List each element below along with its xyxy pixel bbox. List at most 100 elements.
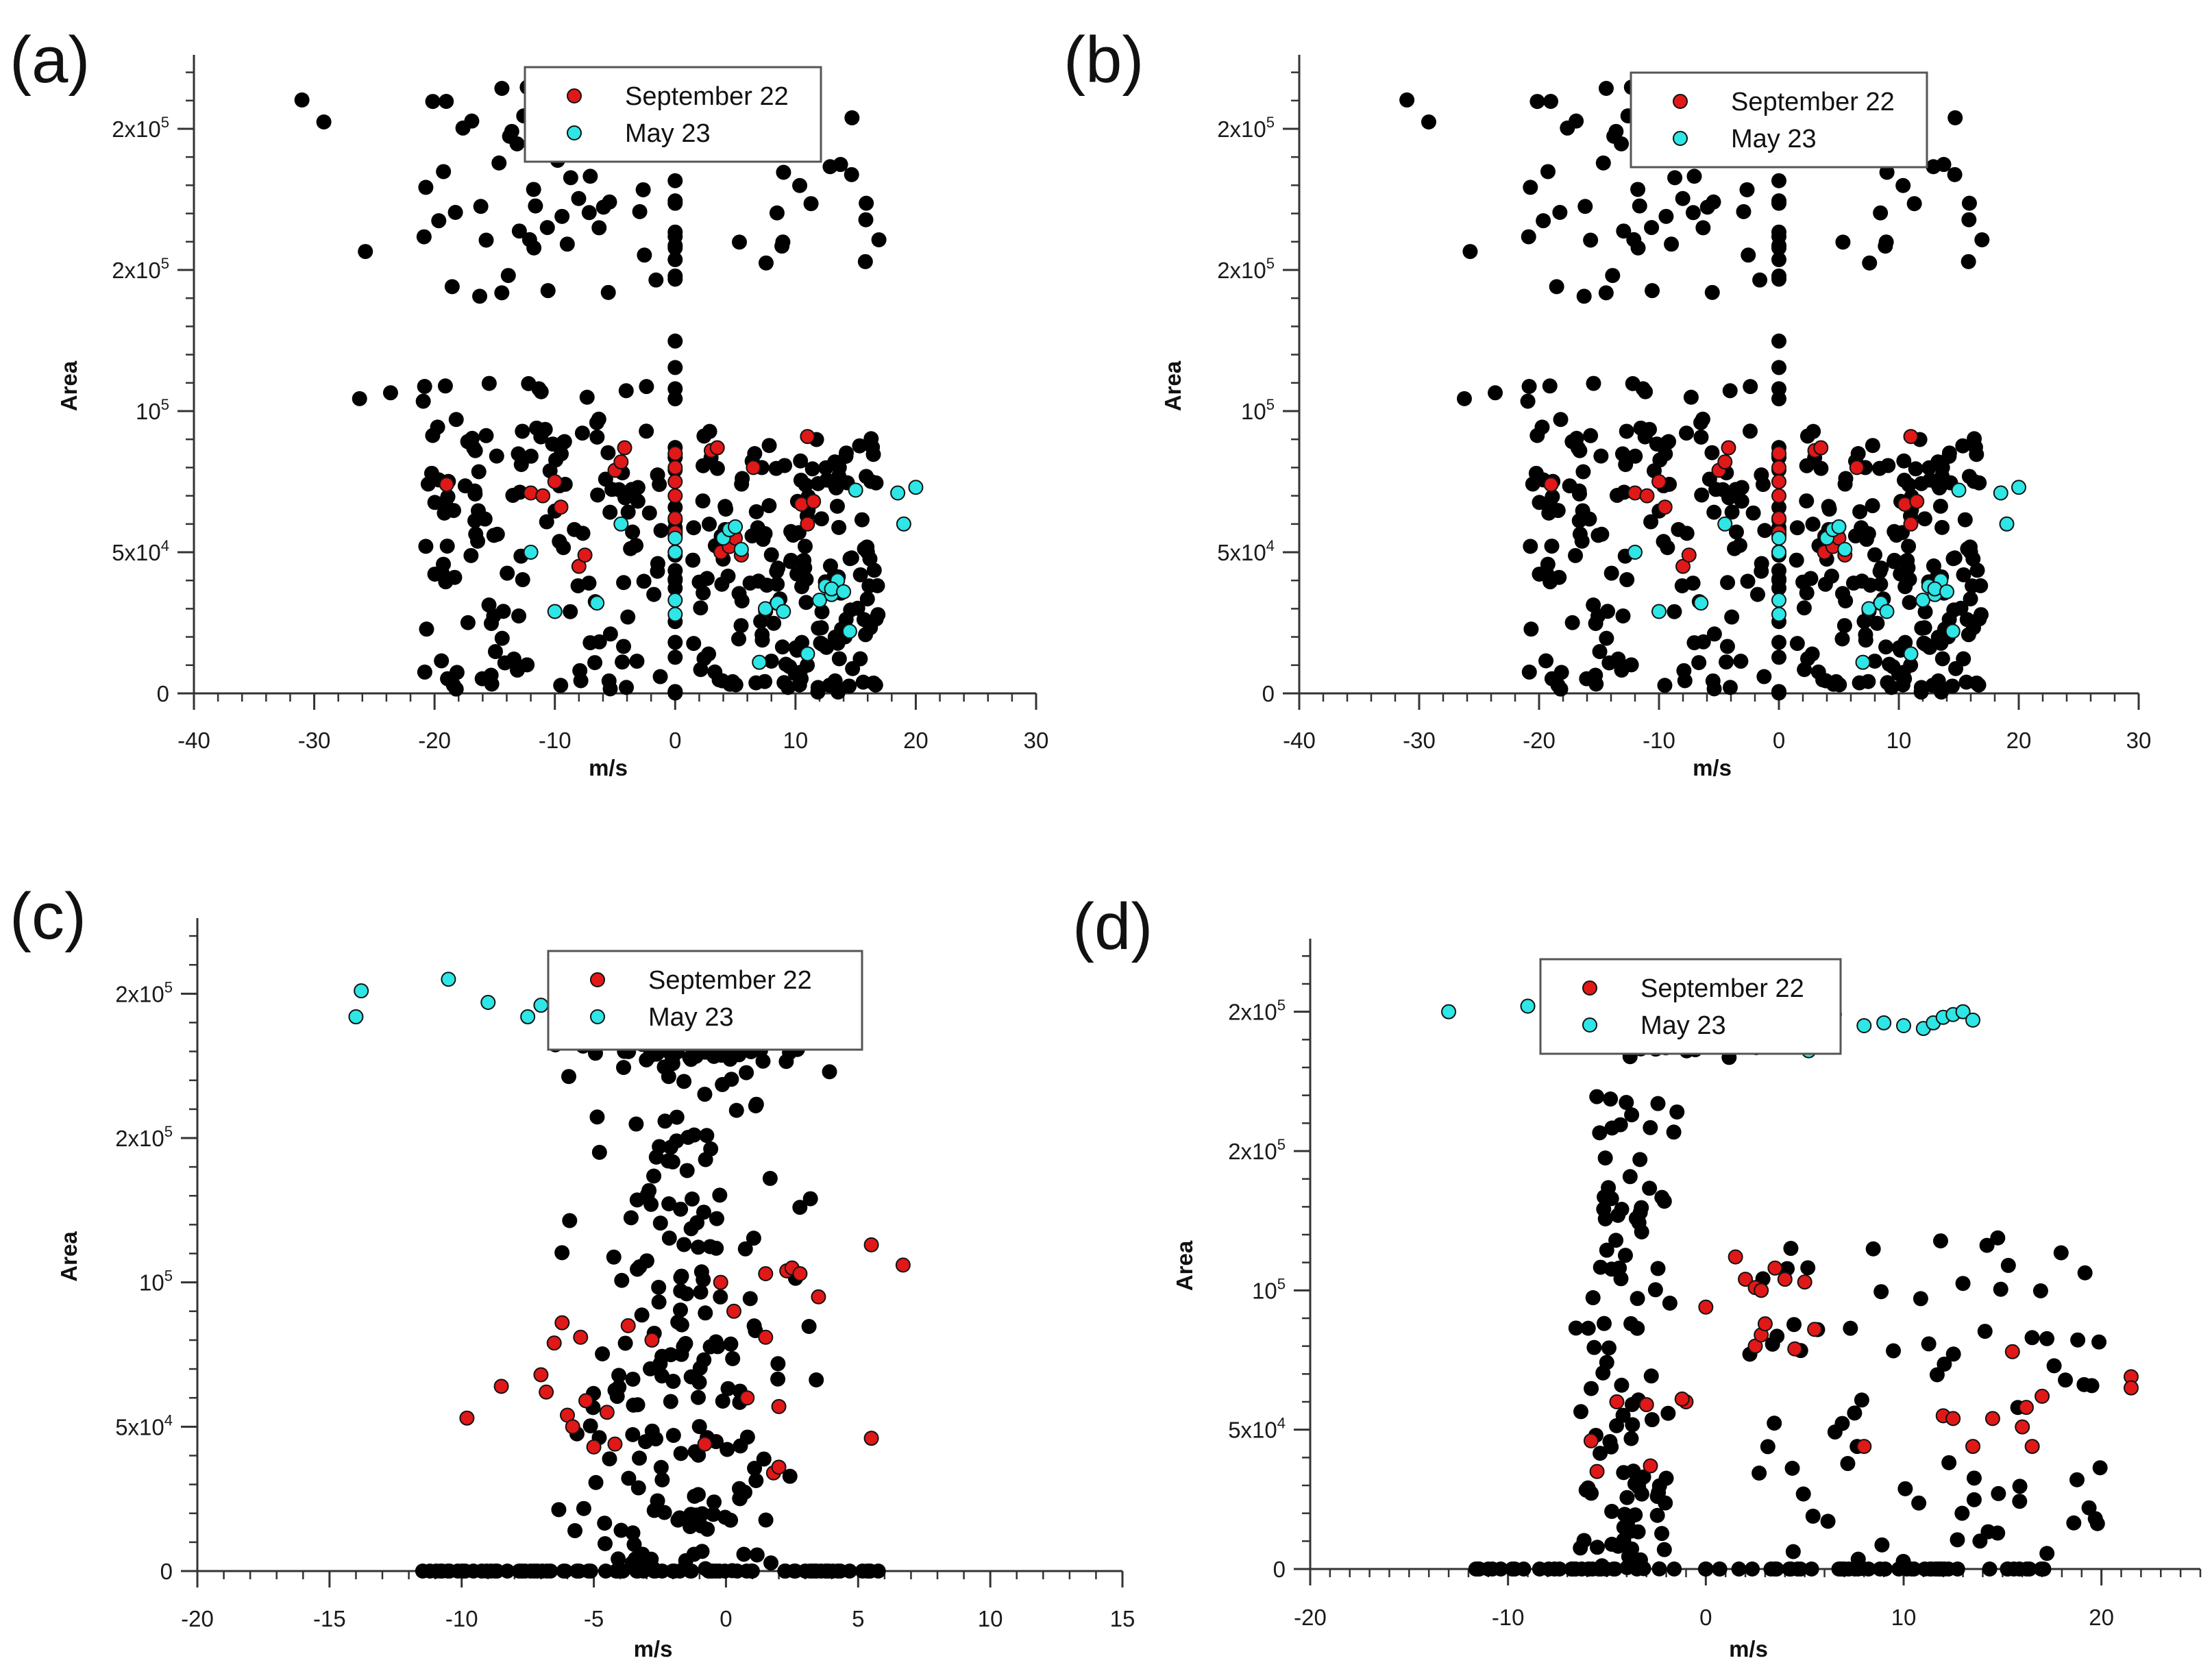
- data-point: [758, 1512, 774, 1528]
- data-point: [1544, 539, 1560, 554]
- data-point: [841, 623, 857, 639]
- data-point: [811, 620, 826, 636]
- data-point: [554, 208, 570, 224]
- data-point: [1619, 1490, 1635, 1505]
- data-point: [1765, 1336, 1780, 1352]
- data-point: [753, 613, 769, 629]
- data-point: [1540, 164, 1556, 180]
- data-point: [1878, 639, 1894, 655]
- data-point: [1604, 1503, 1620, 1519]
- data-point: [1804, 1561, 1819, 1577]
- data-point: [720, 1442, 735, 1457]
- data-point: [863, 473, 878, 489]
- data-point: [693, 1284, 709, 1300]
- data-point: [1719, 639, 1735, 654]
- data-point: [1932, 1561, 1947, 1577]
- data-point: [676, 1074, 692, 1089]
- data-point: [2012, 1494, 2028, 1509]
- data-point: [744, 1564, 759, 1579]
- data-point: [844, 110, 860, 125]
- data-point: [1771, 445, 1786, 461]
- data-point: [1838, 593, 1854, 608]
- data-point: [1698, 1561, 1714, 1577]
- data-point: [859, 195, 874, 211]
- data-point: [487, 643, 503, 659]
- data-point: [417, 664, 432, 680]
- data-point: [1784, 1461, 1800, 1477]
- data-point: [1873, 560, 1889, 576]
- data-point: [1624, 1541, 1640, 1557]
- data-point: [630, 1261, 646, 1277]
- data-point: [1658, 1470, 1674, 1486]
- data-point: [754, 632, 770, 648]
- data-point: [852, 651, 868, 667]
- data-point: [1805, 516, 1821, 532]
- data-point: [1569, 113, 1584, 129]
- data-point: [2024, 1439, 2040, 1455]
- data-point: [1897, 554, 1913, 569]
- data-point: [1698, 1299, 1714, 1315]
- data-point: [571, 190, 587, 206]
- data-point: [1879, 604, 1895, 619]
- data-point: [683, 1052, 699, 1067]
- data-point: [2058, 1372, 2074, 1388]
- data-point: [2046, 1358, 2062, 1374]
- data-point: [720, 1381, 736, 1396]
- x-tick-label: 20: [903, 728, 929, 753]
- data-point: [1977, 1324, 1993, 1339]
- data-point: [1771, 251, 1786, 267]
- data-point: [778, 656, 794, 672]
- series-background: [1399, 79, 1990, 701]
- x-tick-label: -10: [1643, 728, 1675, 753]
- data-point: [1840, 1456, 1856, 1472]
- data-point: [2039, 1546, 2055, 1561]
- data-point: [1722, 383, 1738, 399]
- data-point: [630, 480, 646, 495]
- data-point: [763, 1555, 779, 1571]
- data-point: [1771, 360, 1786, 375]
- data-point: [690, 1389, 706, 1405]
- data-point: [761, 438, 777, 454]
- data-point: [1771, 593, 1786, 608]
- data-point: [2123, 1380, 2139, 1396]
- data-point: [691, 574, 707, 590]
- data-point: [859, 544, 875, 560]
- data-point: [459, 1410, 475, 1426]
- data-point: [1873, 205, 1889, 221]
- data-point: [797, 539, 813, 554]
- data-point: [478, 428, 494, 443]
- data-point: [448, 412, 464, 428]
- data-point: [1901, 539, 1917, 554]
- x-tick-label: -40: [177, 728, 210, 753]
- data-point: [1902, 571, 1917, 587]
- data-point: [734, 476, 750, 492]
- data-point: [732, 1481, 748, 1496]
- x-tick-label: -10: [1492, 1605, 1525, 1630]
- data-point: [806, 493, 822, 509]
- data-point: [1695, 634, 1711, 650]
- x-tick-label: -15: [313, 1606, 346, 1631]
- data-point: [692, 1360, 708, 1376]
- data-point: [1529, 94, 1545, 110]
- data-point: [1917, 604, 1933, 619]
- data-point: [1896, 453, 1912, 469]
- data-point: [1552, 204, 1568, 220]
- data-point: [691, 1239, 706, 1255]
- data-point: [685, 1191, 700, 1207]
- data-point: [1720, 575, 1736, 591]
- data-point: [615, 654, 630, 670]
- data-point: [1984, 1411, 2000, 1426]
- data-point: [861, 578, 877, 594]
- data-point: [1609, 487, 1625, 503]
- data-point: [1736, 203, 1752, 219]
- data-point: [1645, 283, 1660, 299]
- data-point: [1667, 1561, 1682, 1577]
- data-point: [774, 238, 790, 254]
- data-point: [758, 255, 774, 271]
- data-point: [415, 393, 431, 409]
- legend: September 22 May 23: [1539, 958, 1842, 1055]
- data-point: [1941, 448, 1957, 464]
- y-tick-label: 2x105: [112, 114, 169, 142]
- data-point: [1939, 584, 1954, 600]
- data-point: [551, 1502, 567, 1518]
